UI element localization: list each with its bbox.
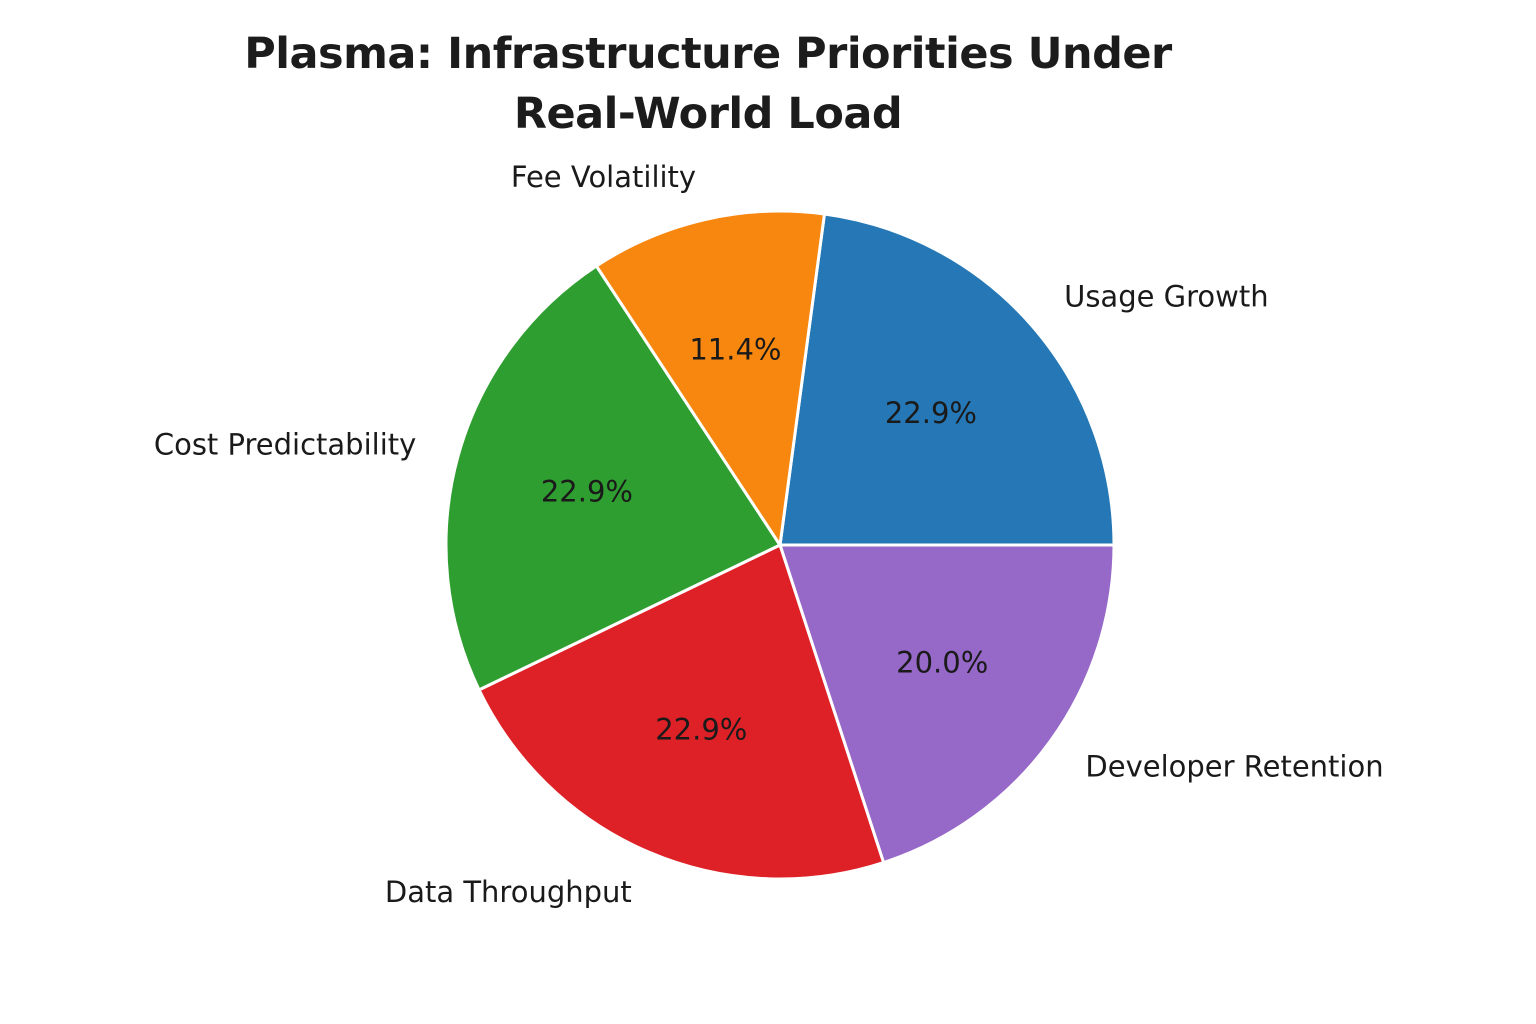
category-label-usage-growth: Usage Growth bbox=[1064, 280, 1269, 314]
category-label-developer-retention: Developer Retention bbox=[1085, 750, 1383, 784]
pie-slice-cost-predictability bbox=[444, 264, 782, 692]
pct-label-cost-predictability: 22.9% bbox=[541, 475, 633, 509]
category-label-fee-volatility: Fee Volatility bbox=[511, 160, 696, 194]
pct-label-data-throughput: 22.9% bbox=[655, 712, 747, 746]
category-label-data-throughput: Data Throughput bbox=[385, 875, 632, 909]
chart-title-line-1: Plasma: Infrastructure Priorities Under bbox=[244, 29, 1172, 79]
pie-slice-developer-retention bbox=[778, 543, 1116, 865]
pie-slice-data-throughput bbox=[477, 543, 886, 881]
chart-title-line-2: Real-World Load bbox=[513, 89, 903, 140]
category-label-cost-predictability: Cost Predictability bbox=[154, 427, 416, 461]
pct-label-usage-growth: 22.9% bbox=[885, 396, 977, 430]
chart-title: Plasma: Infrastructure Priorities Under … bbox=[244, 24, 1172, 144]
pie-slice-usage-growth bbox=[778, 212, 1116, 547]
pct-label-developer-retention: 20.0% bbox=[896, 646, 988, 680]
pie-slice-fee-volatility bbox=[594, 209, 826, 547]
pct-label-fee-volatility: 11.4% bbox=[689, 333, 781, 367]
